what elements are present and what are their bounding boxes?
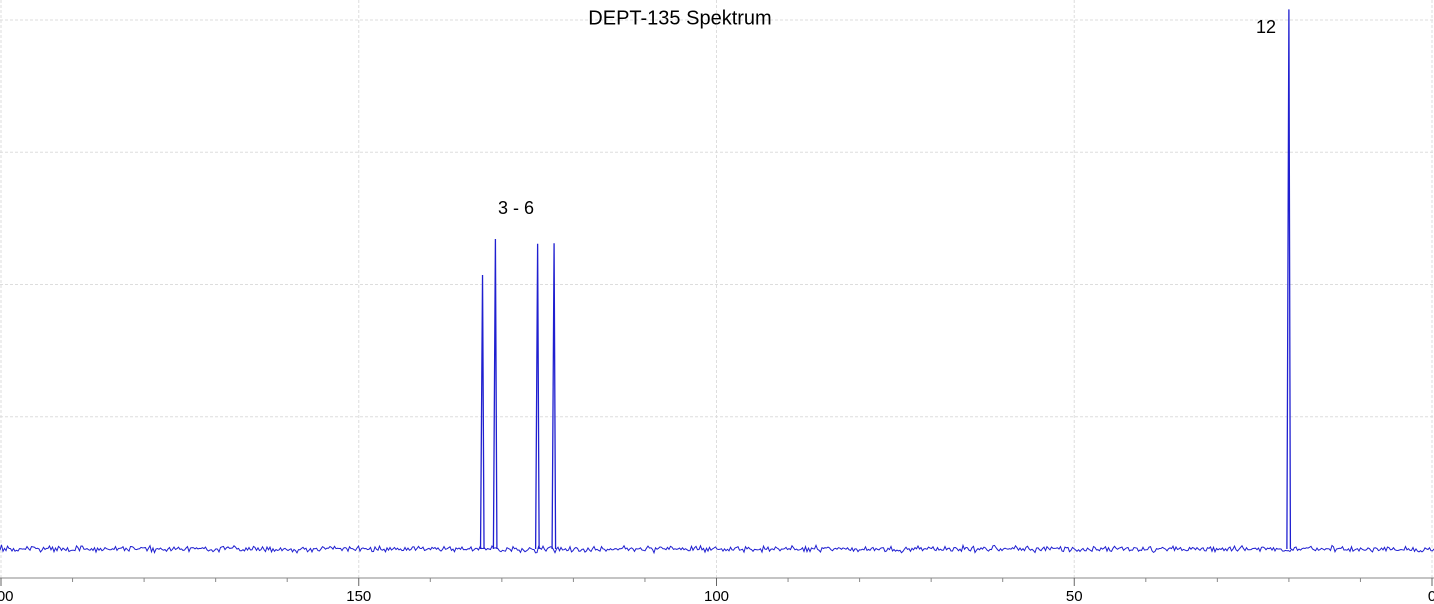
grid bbox=[0, 0, 1434, 578]
peak bbox=[551, 243, 557, 550]
x-tick-label: 0 bbox=[1428, 588, 1434, 604]
noise bbox=[0, 543, 1434, 555]
peak bbox=[492, 239, 498, 550]
peak bbox=[534, 243, 540, 550]
annotation: 12 bbox=[1256, 17, 1276, 37]
x-tick-label: 200 bbox=[0, 588, 14, 604]
x-tick-label: 100 bbox=[704, 588, 729, 604]
x-tick-label: 150 bbox=[346, 588, 371, 604]
x-tick-label: 50 bbox=[1066, 588, 1083, 604]
chart-title: DEPT-135 Spektrum bbox=[588, 7, 771, 29]
peak bbox=[1286, 9, 1292, 550]
annotation: 3 - 6 bbox=[498, 198, 534, 218]
baseline bbox=[0, 543, 1434, 555]
peak bbox=[479, 274, 485, 550]
